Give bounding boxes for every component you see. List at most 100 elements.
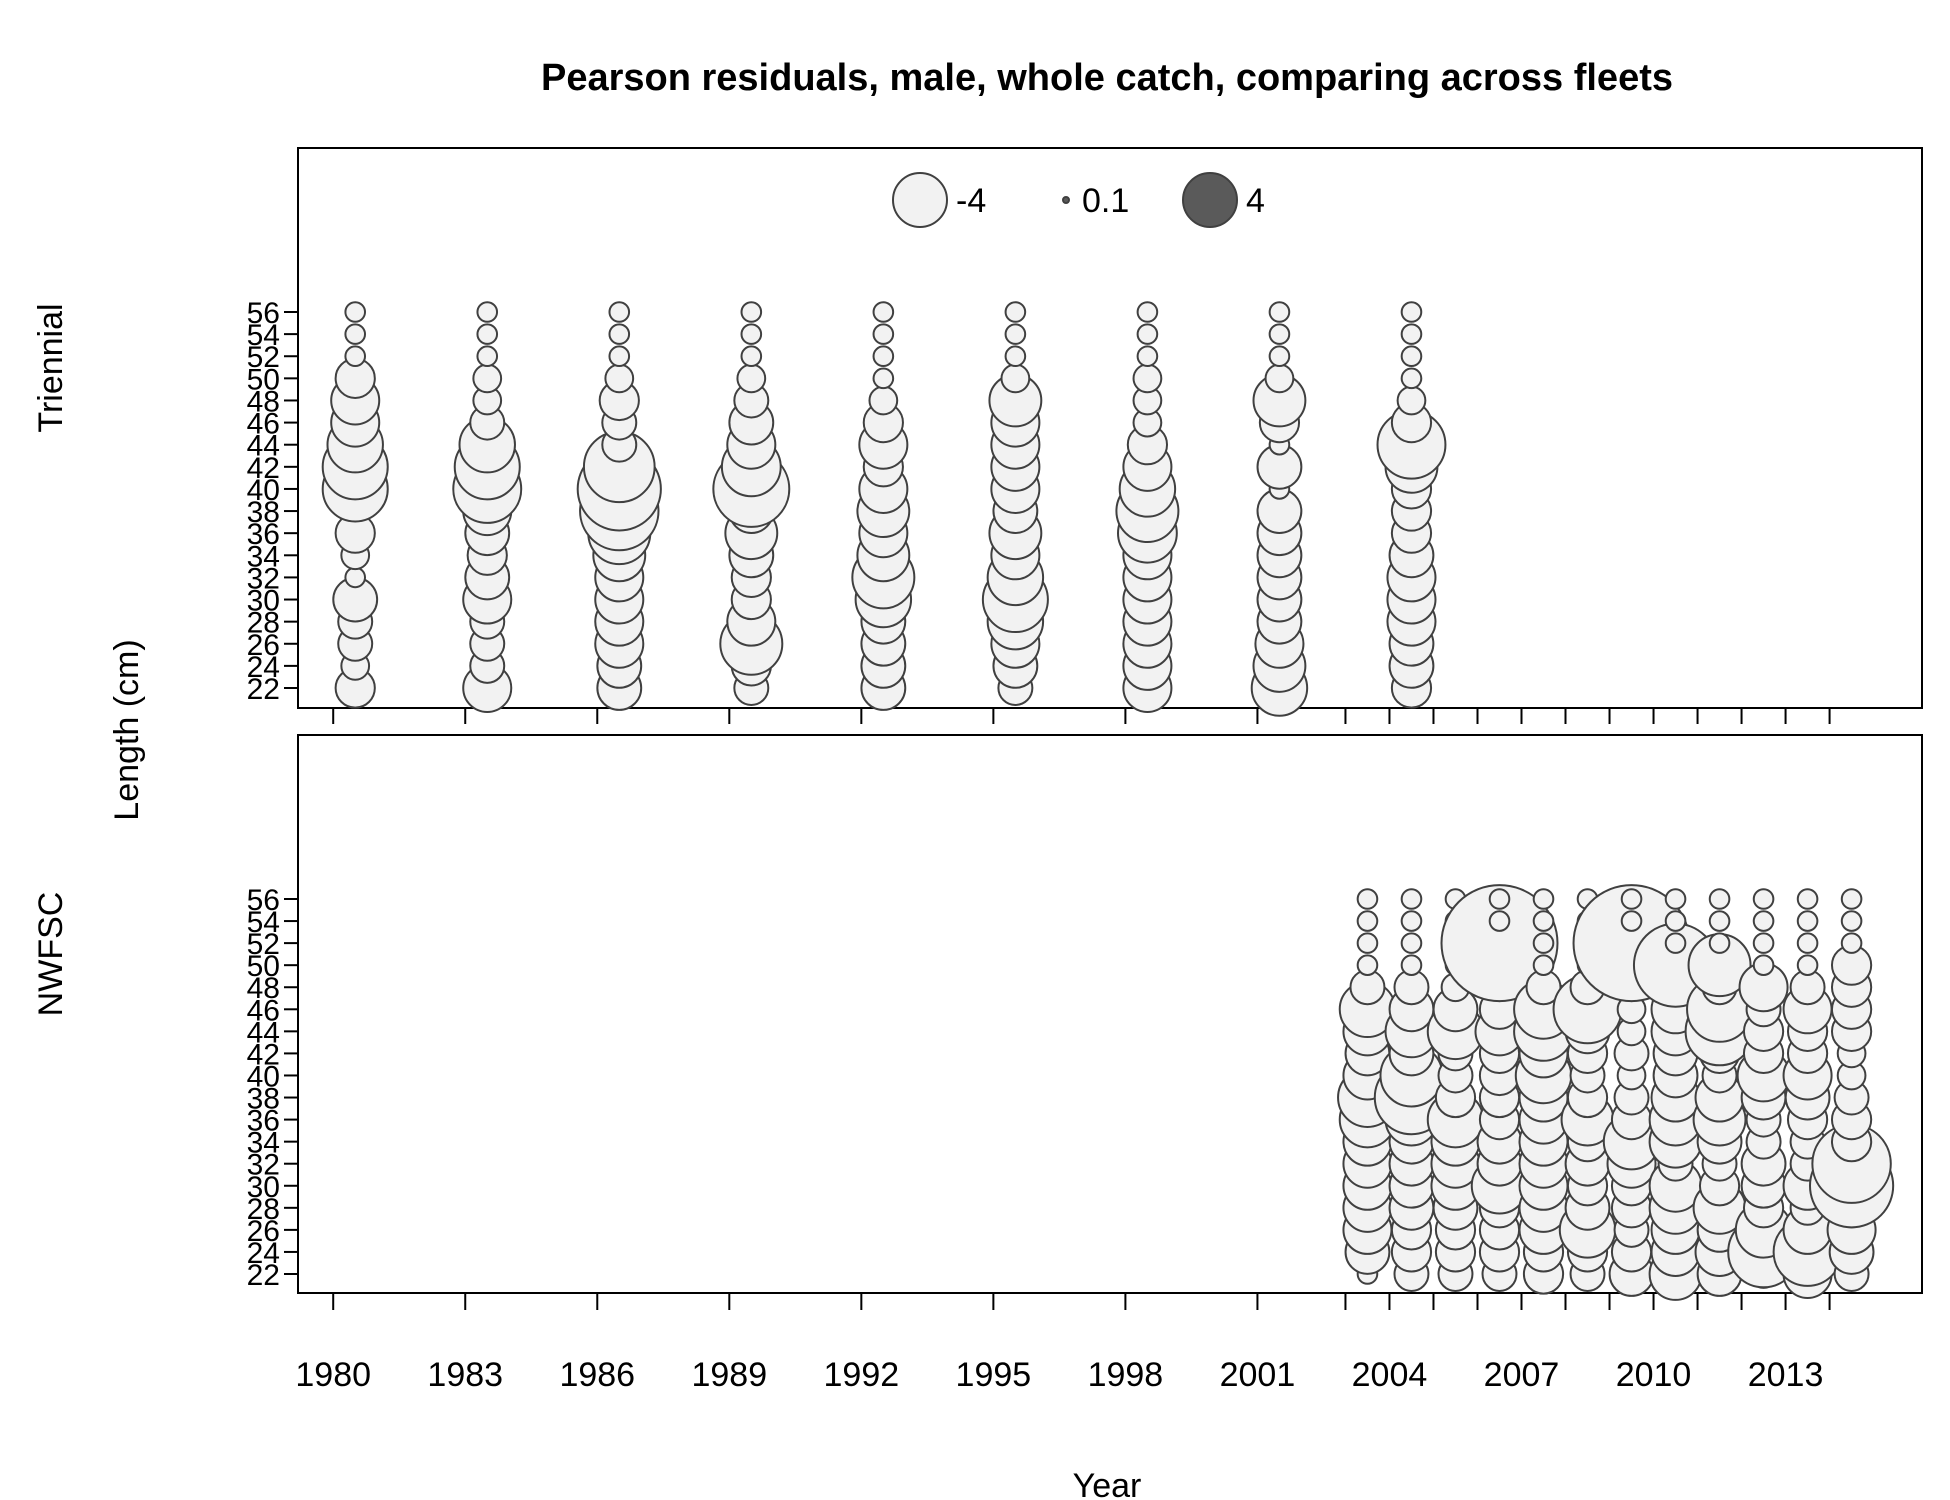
y-axis-label: Length (cm) <box>108 639 146 820</box>
residual-bubble <box>1708 888 1731 910</box>
y-tick-label: 54 <box>247 906 280 939</box>
residual-bubble <box>1136 301 1159 323</box>
y-tick-label: 30 <box>247 585 280 618</box>
legend-bubble <box>1062 196 1070 204</box>
residual-bubble <box>1004 345 1027 368</box>
legend-bubble <box>1182 172 1238 228</box>
y-tick-label: 32 <box>247 562 280 595</box>
x-axis: 1980 1983 1986 1989 1992 1995 1998 2001 2004 2007… <box>295 708 1831 1394</box>
panel-triennial: Triennial2224262830323436384042444648505… <box>32 147 1923 717</box>
y-tick-label: 42 <box>247 1038 280 1071</box>
y-tick-label: 24 <box>247 651 280 684</box>
y-tick-label: 24 <box>247 1237 280 1270</box>
y-tick-label: 36 <box>247 518 280 551</box>
panel-frame <box>297 734 1923 1294</box>
x-tick-label: 2013 <box>1748 1356 1824 1394</box>
y-tick-label: 40 <box>247 474 280 507</box>
residual-bubble <box>1708 910 1731 932</box>
residual-bubble <box>1400 932 1423 954</box>
residual-bubble <box>872 323 895 345</box>
residual-bubble <box>1752 932 1775 954</box>
residual-bubble <box>1532 888 1555 910</box>
residual-bubble <box>1136 323 1159 345</box>
y-tick-label: 28 <box>247 1193 280 1226</box>
x-tick-label: 1980 <box>295 1356 371 1394</box>
residual-bubble <box>344 566 367 589</box>
residual-bubble <box>1440 884 1559 1003</box>
residual-bubble <box>1400 888 1423 910</box>
y-tick-label: 30 <box>247 1171 280 1204</box>
residual-bubble <box>1400 954 1423 976</box>
residual-bubble <box>1000 363 1031 394</box>
y-tick-label: 46 <box>247 994 280 1027</box>
y-tick-label: 34 <box>247 1127 280 1160</box>
y-tick-label: 26 <box>247 629 280 662</box>
residual-bubble <box>1840 932 1863 954</box>
residual-bubble <box>1752 888 1775 910</box>
y-tick-label: 32 <box>247 1149 280 1182</box>
residual-bubble <box>1004 323 1027 345</box>
residual-bubble <box>1356 954 1379 976</box>
y-tick-label: 48 <box>247 385 280 418</box>
residual-bubble <box>868 385 899 416</box>
residual-bubble <box>1268 301 1291 323</box>
x-axis-label: Year <box>1073 1467 1142 1500</box>
residual-bubble <box>872 367 895 390</box>
residual-bubble <box>1396 385 1427 416</box>
legend-bubble <box>892 172 948 228</box>
legend-label: -4 <box>956 182 986 220</box>
residual-bubble <box>1796 888 1819 910</box>
residual-bubble <box>1400 910 1423 932</box>
residual-bubble <box>1708 932 1731 954</box>
residual-bubble <box>736 363 767 394</box>
residual-bubble <box>1664 910 1687 932</box>
x-tick-label: 2007 <box>1484 1356 1560 1394</box>
residual-bubble <box>344 345 367 368</box>
y-tick-label: 36 <box>247 1105 280 1138</box>
panel-nwfsc: NWFSC 22242628303234363840424446485052545… <box>32 734 1923 1301</box>
y-tick-label: 54 <box>247 319 280 352</box>
residual-bubble <box>608 345 631 368</box>
residual-bubble <box>1268 345 1291 368</box>
x-tick-label: 1986 <box>559 1356 635 1394</box>
x-tick-label: 1989 <box>691 1356 767 1394</box>
y-tick-label: 44 <box>247 430 280 463</box>
y-tick-label: 40 <box>247 1060 280 1093</box>
legend-label: 4 <box>1246 182 1265 220</box>
residual-bubble <box>1136 345 1159 368</box>
residual-bubble <box>1752 954 1775 976</box>
residual-bubble <box>740 301 763 323</box>
x-tick-label: 2004 <box>1352 1356 1428 1394</box>
residual-bubble <box>1796 932 1819 954</box>
residual-bubble <box>1620 910 1643 932</box>
y-tick-label: 22 <box>247 673 280 706</box>
y-tick-label: 22 <box>247 1259 280 1292</box>
y-tick-label: 56 <box>247 297 280 330</box>
residual-bubble <box>740 323 763 345</box>
residual-bubble <box>1664 888 1687 910</box>
residual-bubble <box>1664 932 1687 954</box>
residual-bubble <box>1132 363 1163 394</box>
y-tick-label: 48 <box>247 972 280 1005</box>
residual-bubble <box>1796 954 1819 976</box>
y-tick-label: 28 <box>247 607 280 640</box>
panel-label-nwfsc: NWFSC <box>32 892 70 1017</box>
x-tick-label: 1995 <box>956 1356 1032 1394</box>
residual-bubble <box>604 363 635 394</box>
residual-bubble <box>872 301 895 323</box>
x-tick-label: 1992 <box>824 1356 900 1394</box>
residual-bubble <box>1400 345 1423 368</box>
residual-bubble <box>1532 910 1555 932</box>
residual-bubble <box>740 345 763 368</box>
y-tick-label: 52 <box>247 928 280 961</box>
panel-label-triennial: Triennial <box>32 303 70 432</box>
y-tick-label: 26 <box>247 1215 280 1248</box>
residual-bubble <box>1400 323 1423 345</box>
x-tick-label: 2001 <box>1220 1356 1296 1394</box>
legend: -4 0.1 4 <box>892 172 1265 228</box>
residual-bubble <box>608 323 631 345</box>
residual-bubble <box>1532 932 1555 954</box>
legend-label: 0.1 <box>1082 182 1129 220</box>
chart-title: Pearson residuals, male, whole catch, co… <box>541 57 1673 99</box>
